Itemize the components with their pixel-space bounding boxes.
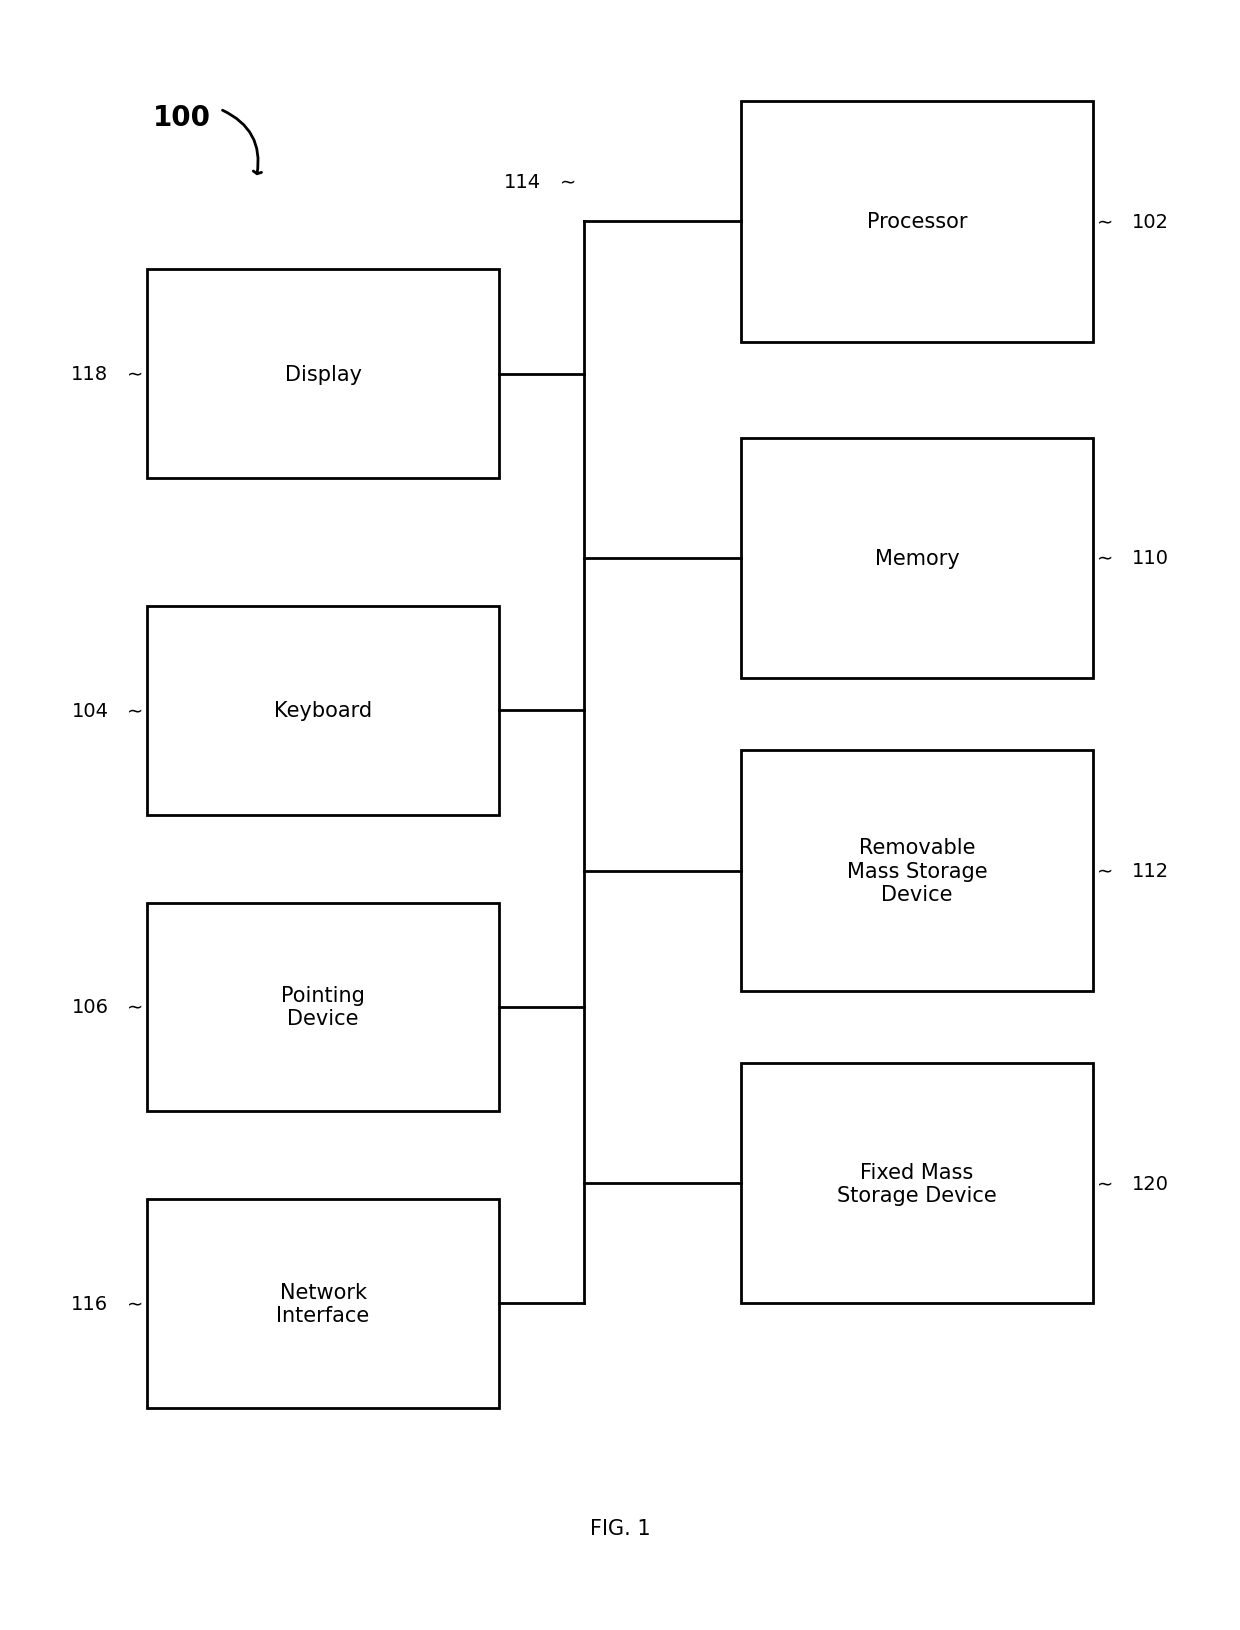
Text: 120: 120 xyxy=(1132,1174,1168,1193)
Text: Processor: Processor xyxy=(867,212,967,231)
Text: 102: 102 xyxy=(1132,212,1168,231)
Text: 110: 110 xyxy=(1132,549,1168,569)
Text: 114: 114 xyxy=(505,173,541,192)
Text: ∼: ∼ xyxy=(559,173,577,192)
Text: 112: 112 xyxy=(1132,862,1168,880)
Text: 100: 100 xyxy=(154,104,211,132)
Bar xyxy=(742,1063,1092,1304)
Text: ∼: ∼ xyxy=(126,998,144,1017)
Text: 106: 106 xyxy=(72,998,108,1017)
Text: 104: 104 xyxy=(72,701,108,720)
Text: Pointing
Device: Pointing Device xyxy=(281,986,365,1029)
Text: ∼: ∼ xyxy=(1096,1174,1114,1193)
Text: Network
Interface: Network Interface xyxy=(277,1283,370,1325)
Text: Display: Display xyxy=(284,365,362,385)
Bar xyxy=(148,1200,498,1408)
Bar xyxy=(148,271,498,479)
Text: FIG. 1: FIG. 1 xyxy=(590,1518,650,1539)
Text: ∼: ∼ xyxy=(1096,862,1114,880)
Text: 118: 118 xyxy=(72,365,108,385)
Text: ∼: ∼ xyxy=(1096,212,1114,231)
Text: Removable
Mass Storage
Device: Removable Mass Storage Device xyxy=(847,838,987,905)
Text: Memory: Memory xyxy=(874,549,960,569)
Bar xyxy=(742,103,1092,342)
Bar xyxy=(742,751,1092,991)
Text: 116: 116 xyxy=(72,1294,108,1314)
Text: Fixed Mass
Storage Device: Fixed Mass Storage Device xyxy=(837,1162,997,1205)
Text: Keyboard: Keyboard xyxy=(274,701,372,720)
Text: ∼: ∼ xyxy=(126,1294,144,1314)
Text: ∼: ∼ xyxy=(1096,549,1114,569)
Bar xyxy=(148,606,498,815)
Text: ∼: ∼ xyxy=(126,365,144,385)
Bar xyxy=(742,438,1092,678)
Text: ∼: ∼ xyxy=(126,701,144,720)
Bar xyxy=(148,903,498,1112)
